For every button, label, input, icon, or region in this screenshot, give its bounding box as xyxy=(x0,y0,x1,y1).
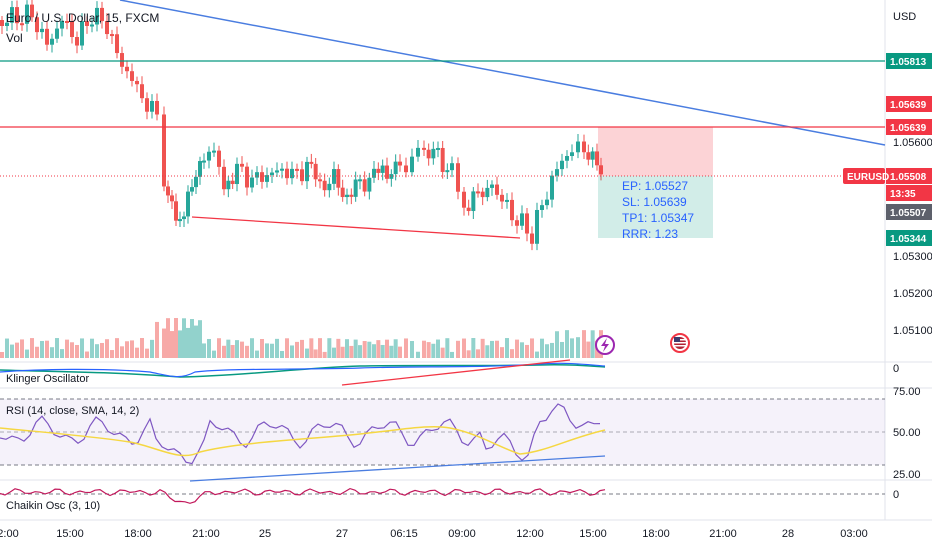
price-tag: 1.05507 xyxy=(886,204,932,220)
price-axis[interactable]: USD 1.05600 1.05300 1.05200 1.05100 1.05… xyxy=(843,11,932,337)
rsi-tick-50: 50.00 xyxy=(893,427,921,439)
rsi-ma-line xyxy=(0,425,606,457)
position-entry: EP: 1.05527 xyxy=(622,179,688,193)
price-tick-1: 1.05600 xyxy=(893,137,932,149)
stop-zone[interactable] xyxy=(598,127,713,176)
time-tick: 25 xyxy=(259,528,271,540)
time-tick: 18:00 xyxy=(124,528,152,540)
time-tick: 21:00 xyxy=(192,528,220,540)
volume-label[interactable]: Vol xyxy=(6,31,23,45)
svg-text:13:35: 13:35 xyxy=(890,189,916,200)
rsi-tick-75: 75.00 xyxy=(893,386,921,398)
svg-text:1.05344: 1.05344 xyxy=(890,234,927,245)
time-axis[interactable]: 2:00 15:00 18:00 21:00 25 27 06:15 09:00 12:00 15… xyxy=(0,528,868,540)
price-candles xyxy=(0,0,603,251)
time-tick: 18:00 xyxy=(642,528,670,540)
svg-text:1.05639: 1.05639 xyxy=(890,123,927,134)
klinger-zero-tick: 0 xyxy=(893,363,899,375)
position-stop: SL: 1.05639 xyxy=(622,195,687,209)
time-tick: 06:15 xyxy=(390,528,418,540)
time-tick: 21:00 xyxy=(709,528,737,540)
price-tag: 13:35 xyxy=(886,185,932,201)
klinger-divergence-line[interactable] xyxy=(341,359,571,386)
currency-label: USD xyxy=(893,11,916,23)
rsi-divergence-line[interactable] xyxy=(189,455,606,482)
time-tick: 12:00 xyxy=(516,528,544,540)
price-tag: 1.05639 xyxy=(886,96,932,112)
us-flag-icon[interactable] xyxy=(670,333,690,353)
rsi-title[interactable]: RSI (14, close, SMA, 14, 2) xyxy=(6,405,139,417)
price-tag: 1.05508 xyxy=(886,168,932,184)
svg-text:1.05507: 1.05507 xyxy=(890,208,927,219)
target-zone[interactable] xyxy=(598,176,713,238)
klinger-oscillator-line xyxy=(0,362,606,378)
time-tick: 09:00 xyxy=(448,528,476,540)
svg-text:1.05813: 1.05813 xyxy=(890,57,927,68)
time-tick: 27 xyxy=(336,528,348,540)
rsi-tick-25: 25.00 xyxy=(893,469,921,481)
klinger-title[interactable]: Klinger Oscillator xyxy=(6,373,89,385)
klinger-pane[interactable]: Klinger Oscillator 0 xyxy=(0,359,899,386)
position-target: TP1: 1.05347 xyxy=(622,211,694,225)
price-tick-2: 1.05300 xyxy=(893,251,932,263)
trend-line[interactable] xyxy=(119,0,886,146)
price-tag: 1.05639 xyxy=(886,119,932,135)
support-line[interactable] xyxy=(191,216,521,239)
chaikin-line xyxy=(0,487,606,504)
chaikin-title[interactable]: Chaikin Osc (3, 10) xyxy=(6,500,100,512)
symbol-title[interactable]: Euro / U.S. Dollar, 15, FXCM xyxy=(6,11,159,25)
price-tick-3: 1.05200 xyxy=(893,288,932,300)
position-ratio: RRR: 1.23 xyxy=(622,227,678,241)
time-tick: 15:00 xyxy=(56,528,84,540)
chaikin-pane[interactable]: Chaikin Osc (3, 10) 0 xyxy=(0,487,899,512)
lightning-icon[interactable] xyxy=(595,335,615,355)
time-tick: 2:00 xyxy=(0,528,19,540)
rsi-pane[interactable]: RSI (14, close, SMA, 14, 2) 75.00 50.00 … xyxy=(0,386,921,482)
time-tick: 03:00 xyxy=(840,528,868,540)
volume-bars xyxy=(0,318,603,358)
time-tick: 15:00 xyxy=(579,528,607,540)
svg-text:1.05639: 1.05639 xyxy=(890,100,927,111)
symbol-tag[interactable]: EURUSD xyxy=(843,168,889,184)
klinger-signal-line xyxy=(0,363,606,378)
symbol-tag-text: EURUSD xyxy=(847,172,889,183)
rsi-line xyxy=(0,403,601,465)
chaikin-zero-tick: 0 xyxy=(893,489,899,501)
time-tick: 28 xyxy=(782,528,794,540)
price-tag: 1.05813 xyxy=(886,53,932,69)
price-tick-4: 1.05100 xyxy=(893,325,932,337)
price-tag: 1.05344 xyxy=(886,230,932,246)
svg-text:1.05508: 1.05508 xyxy=(890,172,927,183)
